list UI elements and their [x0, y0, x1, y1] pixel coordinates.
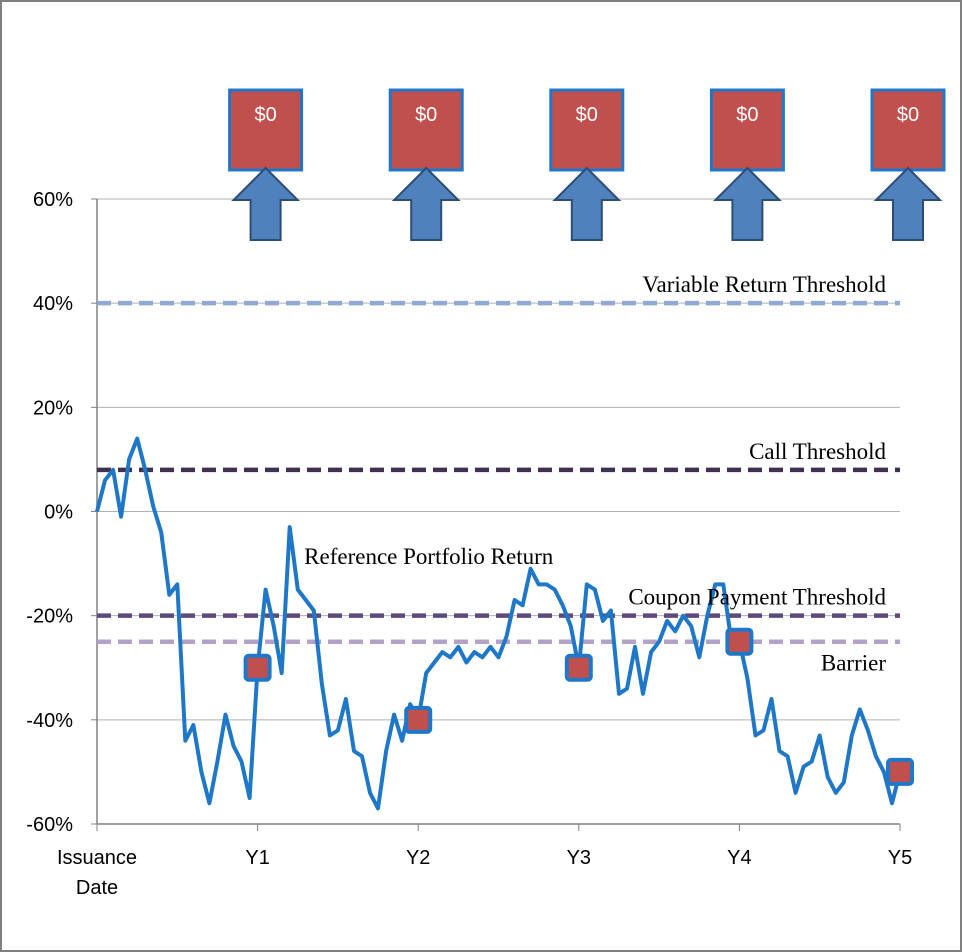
- x-tick-label: Date: [76, 877, 118, 899]
- y-tick-label: -40%: [26, 710, 73, 732]
- y-tick-label: 20%: [33, 397, 73, 419]
- payment-boxes: $0 $0 $0 $0 $0: [228, 88, 946, 241]
- payment-box: [228, 88, 304, 172]
- y-tick-label: -20%: [26, 606, 73, 628]
- observation-marker: [404, 705, 433, 734]
- observation-marker: [564, 653, 593, 682]
- payment-label: $0: [576, 104, 598, 126]
- payment-label: $0: [254, 104, 276, 126]
- threshold-label: Call Threshold: [749, 439, 886, 464]
- payment-box: [709, 88, 785, 172]
- x-tick-label: Y2: [406, 847, 430, 869]
- up-arrow-icon: [391, 166, 461, 241]
- threshold-label: Coupon Payment Threshold: [628, 585, 886, 610]
- payment-box: [388, 88, 464, 172]
- observation-marker: [725, 627, 754, 656]
- threshold-label: Variable Return Threshold: [642, 272, 886, 297]
- payment-label: $0: [415, 104, 437, 126]
- series-line-reference-portfolio: [95, 436, 902, 811]
- x-tick-label: Y4: [727, 847, 751, 869]
- x-tick-label: Y3: [567, 847, 591, 869]
- annotation-layer: Variable Return Threshold Call Threshold C…: [304, 272, 886, 676]
- y-tick-label: 60%: [33, 189, 73, 211]
- y-tick-label: 0%: [44, 502, 73, 524]
- up-arrow-icon: [712, 166, 782, 241]
- up-arrow-icon: [552, 166, 622, 241]
- observation-marker: [243, 653, 272, 682]
- y-tick-label: 40%: [33, 293, 73, 315]
- observation-marker: [886, 757, 914, 786]
- threshold-label: Barrier: [821, 651, 886, 676]
- observation-markers: [243, 627, 914, 786]
- payment-label: $0: [736, 104, 758, 126]
- threshold-lines: [97, 300, 900, 644]
- payment-label: $0: [897, 104, 919, 126]
- x-tick-label: Y5: [888, 847, 912, 869]
- y-tick-label: -60%: [26, 814, 73, 836]
- axes: 60% 40% 20% 0% -20% -40% -60% Issuance Date Y1 Y2 Y…: [26, 189, 912, 899]
- series-annotation: Reference Portfolio Return: [304, 544, 554, 569]
- payment-box: [549, 88, 625, 172]
- series-layer: [95, 436, 902, 811]
- payment-box: [870, 88, 946, 172]
- x-tick-label: Issuance: [57, 847, 137, 869]
- up-arrow-icon: [231, 166, 301, 241]
- up-arrow-icon: [873, 166, 943, 241]
- x-tick-label: Y1: [245, 847, 269, 869]
